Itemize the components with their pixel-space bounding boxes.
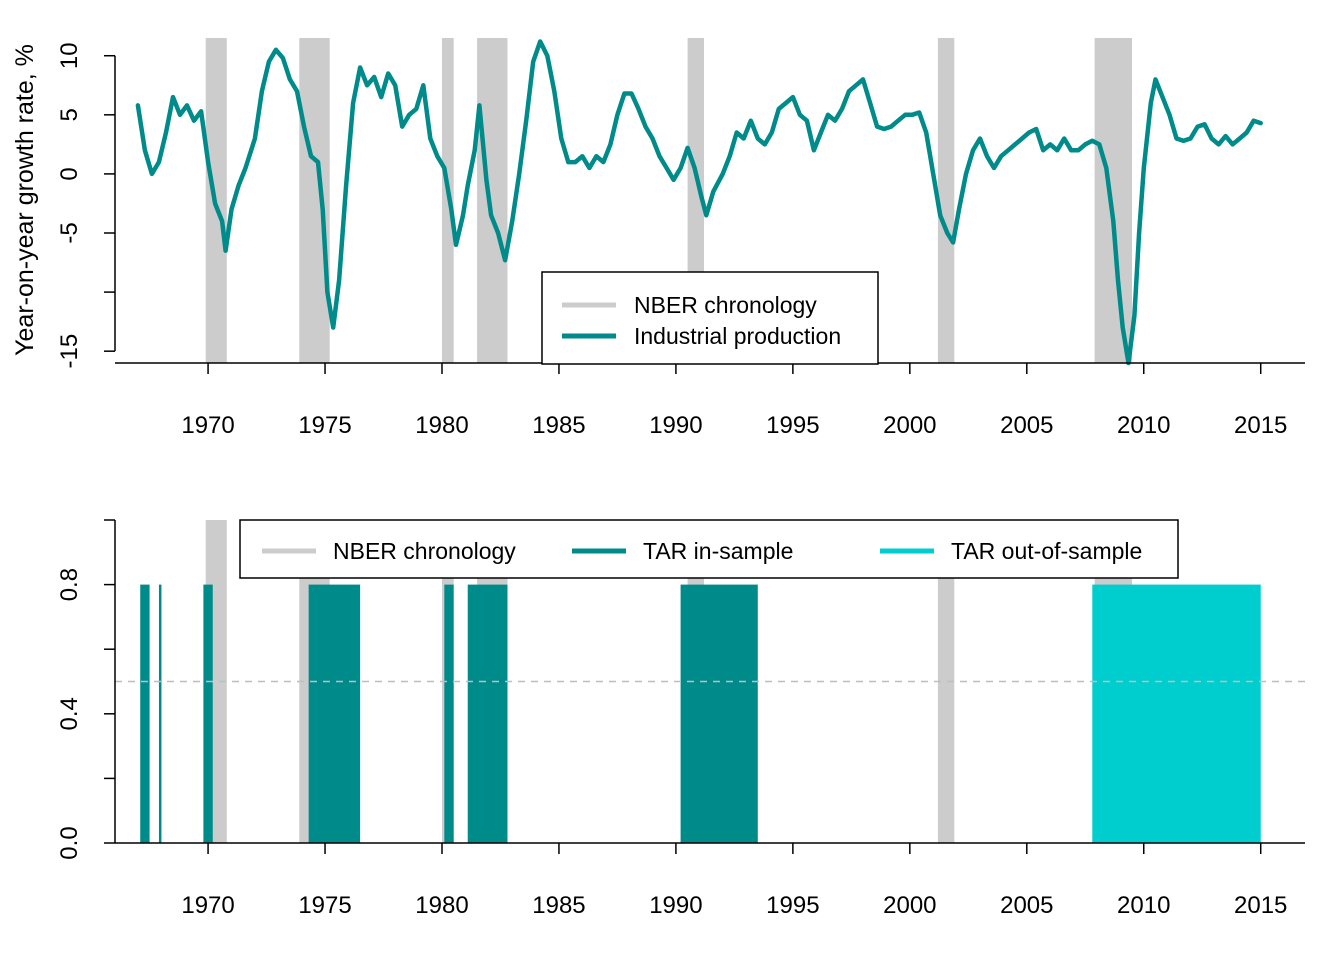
top-x-tick-label-1990: 1990	[649, 412, 702, 439]
bottom-x-tick-label-1985: 1985	[532, 892, 585, 919]
tar-in-sample-bar-5	[467, 584, 508, 843]
nber-recession-band-6	[1094, 38, 1133, 363]
top-x-tick-label-2000: 2000	[883, 412, 936, 439]
top-x-tick-label-1985: 1985	[532, 412, 585, 439]
top-y-tick-label--5: -5	[56, 222, 83, 243]
tar-in-sample-bar-1	[158, 584, 162, 843]
bottom-x-tick-label-1970: 1970	[181, 892, 234, 919]
bottom-x-axis: 1970 1975 1980 1985 1990 1995 2000 2005 2010 2015	[115, 842, 1305, 919]
top-y-tick-label--15: -15	[56, 334, 83, 369]
tar-in-sample-bar-4	[444, 584, 454, 843]
legend-label-tar-out-of-sample: TAR out-of-sample	[951, 538, 1142, 564]
tar-in-sample-bar-3	[308, 584, 361, 843]
top-x-axis: 1970 1975 1980 1985 1990 1995 2000 2005 2010 2015	[115, 362, 1305, 439]
legend-label-tar-in-sample: TAR in-sample	[643, 538, 793, 564]
bottom-x-tick-label-1980: 1980	[415, 892, 468, 919]
top-y-tick-label-10: 10	[56, 42, 83, 69]
tar-in-sample-bar-0	[140, 584, 150, 843]
bottom-x-tick-label-1975: 1975	[298, 892, 351, 919]
legend-label-industrial-production: Industrial production	[634, 323, 841, 349]
top-y-tick-label-0: 0	[56, 167, 83, 180]
top-x-tick-label-1995: 1995	[766, 412, 819, 439]
legend-label-nber: NBER chronology	[634, 292, 817, 318]
nber-recession-band-1	[299, 38, 330, 363]
top-x-tick-label-2010: 2010	[1117, 412, 1170, 439]
bottom-x-tick-label-1990: 1990	[649, 892, 702, 919]
top-x-tick-label-1975: 1975	[298, 412, 351, 439]
tar-in-sample-bar-6	[680, 584, 758, 843]
bottom-y-tick-label-0.0: 0.0	[56, 826, 83, 859]
tar-out-of-sample-bar-0	[1092, 584, 1261, 843]
top-x-tick-label-2015: 2015	[1234, 412, 1287, 439]
bottom-legend-box	[239, 519, 1179, 579]
top-y-axis: -15 -5 0 5 10	[56, 42, 116, 369]
bottom-legend: NBER chronology TAR in-sample TAR out-of…	[239, 519, 1179, 579]
nber-recession-bands	[205, 38, 1133, 363]
growth-rate-panel: 1970 1975 1980 1985 1990 1995 2000 2005 2010 2015…	[11, 38, 1305, 439]
nber-recession-bar-5	[937, 520, 955, 843]
bottom-x-tick-label-2010: 2010	[1117, 892, 1170, 919]
bottom-y-tick-label-0.8: 0.8	[56, 568, 83, 601]
industrial-production-line	[135, 39, 1263, 366]
bottom-x-tick-label-2015: 2015	[1234, 892, 1287, 919]
bottom-y-tick-label-0.4: 0.4	[56, 697, 83, 730]
bottom-y-axis: 0.0 0.4 0.8	[56, 519, 116, 860]
top-legend: NBER chronology Industrial production	[541, 271, 879, 365]
nber-recession-band-5	[937, 38, 955, 363]
bottom-x-tick-label-1995: 1995	[766, 892, 819, 919]
bottom-x-tick-label-2005: 2005	[1000, 892, 1053, 919]
probability-panel: 1970 1975 1980 1985 1990 1995 2000 2005 2010 2015…	[56, 519, 1305, 919]
top-x-tick-label-1980: 1980	[415, 412, 468, 439]
legend-label-nber-bottom: NBER chronology	[333, 538, 516, 564]
top-y-tick-label-5: 5	[56, 108, 83, 121]
top-x-tick-label-2005: 2005	[1000, 412, 1053, 439]
top-x-tick-label-1970: 1970	[181, 412, 234, 439]
tar-bars	[140, 584, 1261, 843]
bottom-x-tick-label-2000: 2000	[883, 892, 936, 919]
tar-in-sample-bar-2	[203, 584, 213, 843]
top-legend-box	[541, 271, 879, 365]
y-axis-title: Year-on-year growth rate, %	[11, 44, 39, 356]
nber-recession-band-3	[477, 38, 508, 363]
